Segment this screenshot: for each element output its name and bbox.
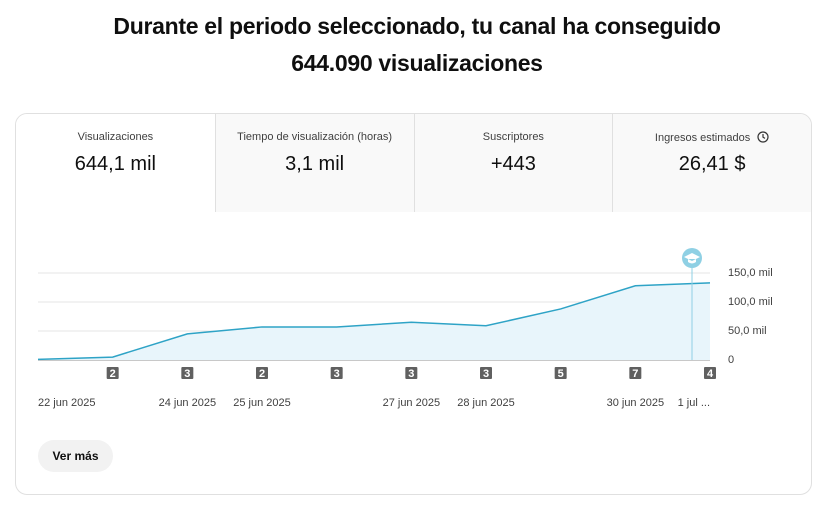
tab-label: Tiempo de visualización (horas) <box>237 131 393 143</box>
analytics-card: Visualizaciones 644,1 mil Tiempo de visua… <box>15 113 812 495</box>
video-badge-count: 3 <box>483 368 489 380</box>
tab-label: Visualizaciones <box>77 131 154 143</box>
headline-line: Durante el periodo seleccionado, tu cana… <box>113 13 721 39</box>
x-tick-label: 27 jun 2025 <box>383 397 441 409</box>
video-badge-count: 2 <box>259 368 265 380</box>
y-tick-label: 50,0 mil <box>728 325 767 337</box>
x-tick-label: 24 jun 2025 <box>159 397 217 409</box>
x-tick-label: 22 jun 2025 <box>38 397 96 409</box>
video-badge <box>106 367 119 379</box>
video-badge-count: 3 <box>408 368 414 380</box>
video-badge <box>629 367 642 379</box>
y-tick-label: 150,0 mil <box>728 267 773 279</box>
tab-label-text: Ingresos estimados <box>654 132 751 144</box>
video-badge-count: 5 <box>558 368 564 380</box>
y-tick-label: 100,0 mil <box>728 296 773 308</box>
video-badge <box>330 367 343 379</box>
see-more-button[interactable]: Ver más <box>38 440 113 472</box>
area <box>38 282 710 360</box>
video-badge <box>480 367 492 379</box>
tab-value: 3,1 mil <box>285 153 345 175</box>
line <box>37 282 711 361</box>
x-tick-label: 1 jul ... <box>678 397 710 409</box>
video-badge <box>704 367 716 379</box>
clock-icon <box>757 131 769 143</box>
x-tick-label: 30 jun 2025 <box>607 397 665 409</box>
tab-value: +443 <box>490 153 536 175</box>
video-badge-count: 3 <box>334 368 340 380</box>
y-tick-label: 0 <box>728 354 734 366</box>
video-badge <box>554 367 567 379</box>
tab-label: Ingresos estimados <box>613 131 811 149</box>
headline-line: 644.090 visualizaciones <box>291 50 543 76</box>
tab-label: Suscriptores <box>482 131 544 143</box>
metric-tab[interactable]: Visualizaciones 644,1 mil <box>16 114 215 212</box>
tab-value: 644,1 mil <box>74 153 156 175</box>
tab-value: 26,41 $ <box>678 153 746 175</box>
metric-tabs: Visualizaciones 644,1 mil Tiempo de visua… <box>16 114 811 212</box>
metric-tab[interactable]: Suscriptores +443 <box>413 114 613 212</box>
video-badge-count: 7 <box>632 368 638 380</box>
plot: 0 50,0 mil 100,0 mil 150,0 mil 2 3 2 3 3 3 5 7 4 22 j… <box>37 267 773 409</box>
metric-tab[interactable]: Ingresos estimados 26,41 $ <box>612 114 811 212</box>
video-badge <box>405 367 418 379</box>
cap-icon <box>684 253 700 264</box>
video-badge <box>256 367 268 379</box>
video-badge <box>181 367 194 379</box>
x-tick-label: 25 jun 2025 <box>233 397 291 409</box>
headline: Durante el periodo seleccionado, tu cana… <box>0 8 834 82</box>
video-badge-count: 4 <box>707 368 714 380</box>
x-tick-label: 28 jun 2025 <box>457 397 515 409</box>
video-badge-count: 3 <box>184 368 190 380</box>
video-badge-count: 2 <box>110 368 116 380</box>
metric-tab[interactable]: Tiempo de visualización (horas) 3,1 mil <box>214 114 414 212</box>
